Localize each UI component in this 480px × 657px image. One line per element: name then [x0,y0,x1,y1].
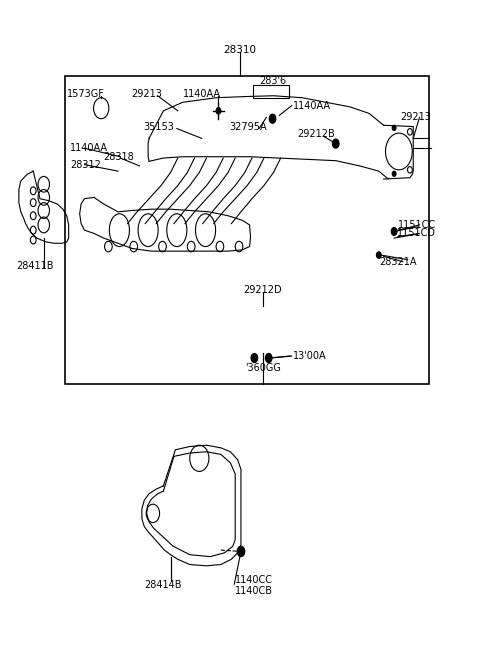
Text: 1573GF: 1573GF [67,89,105,99]
Text: 29213: 29213 [401,112,432,122]
Circle shape [237,546,245,556]
Text: 1140AA: 1140AA [183,89,221,99]
Text: 28312: 28312 [70,160,101,170]
Text: 1140AA: 1140AA [293,101,331,110]
Text: 283'6: 283'6 [259,76,286,85]
Ellipse shape [109,214,130,246]
Circle shape [269,114,276,124]
Text: 28310: 28310 [224,45,256,55]
Text: 1140CB: 1140CB [235,586,273,596]
Circle shape [391,227,397,235]
Circle shape [392,171,396,176]
Ellipse shape [167,214,187,246]
Text: 29213: 29213 [131,89,162,99]
Text: 28414B: 28414B [144,581,182,591]
Text: 1140AA: 1140AA [70,143,108,153]
Ellipse shape [138,214,158,246]
Circle shape [392,125,396,131]
Bar [65,76,429,384]
Circle shape [265,353,272,363]
Text: 1140CC: 1140CC [235,576,273,585]
Bar [253,85,289,98]
Text: 1151CC: 1151CC [398,220,436,230]
Text: 13'00A: 13'00A [293,351,326,361]
Text: 28411B: 28411B [16,261,54,271]
Text: 28321A: 28321A [380,257,417,267]
Text: '360GG: '360GG [245,363,281,373]
Circle shape [251,353,258,363]
Circle shape [332,139,339,148]
Circle shape [376,252,381,258]
Text: 29212B: 29212B [298,129,336,139]
Text: 32795A: 32795A [230,122,267,131]
Text: 35153: 35153 [143,122,174,131]
Text: 1151CD: 1151CD [397,229,436,238]
Ellipse shape [195,214,216,246]
Text: 29212D: 29212D [244,286,282,296]
Text: 28318: 28318 [104,152,134,162]
Circle shape [216,108,221,114]
